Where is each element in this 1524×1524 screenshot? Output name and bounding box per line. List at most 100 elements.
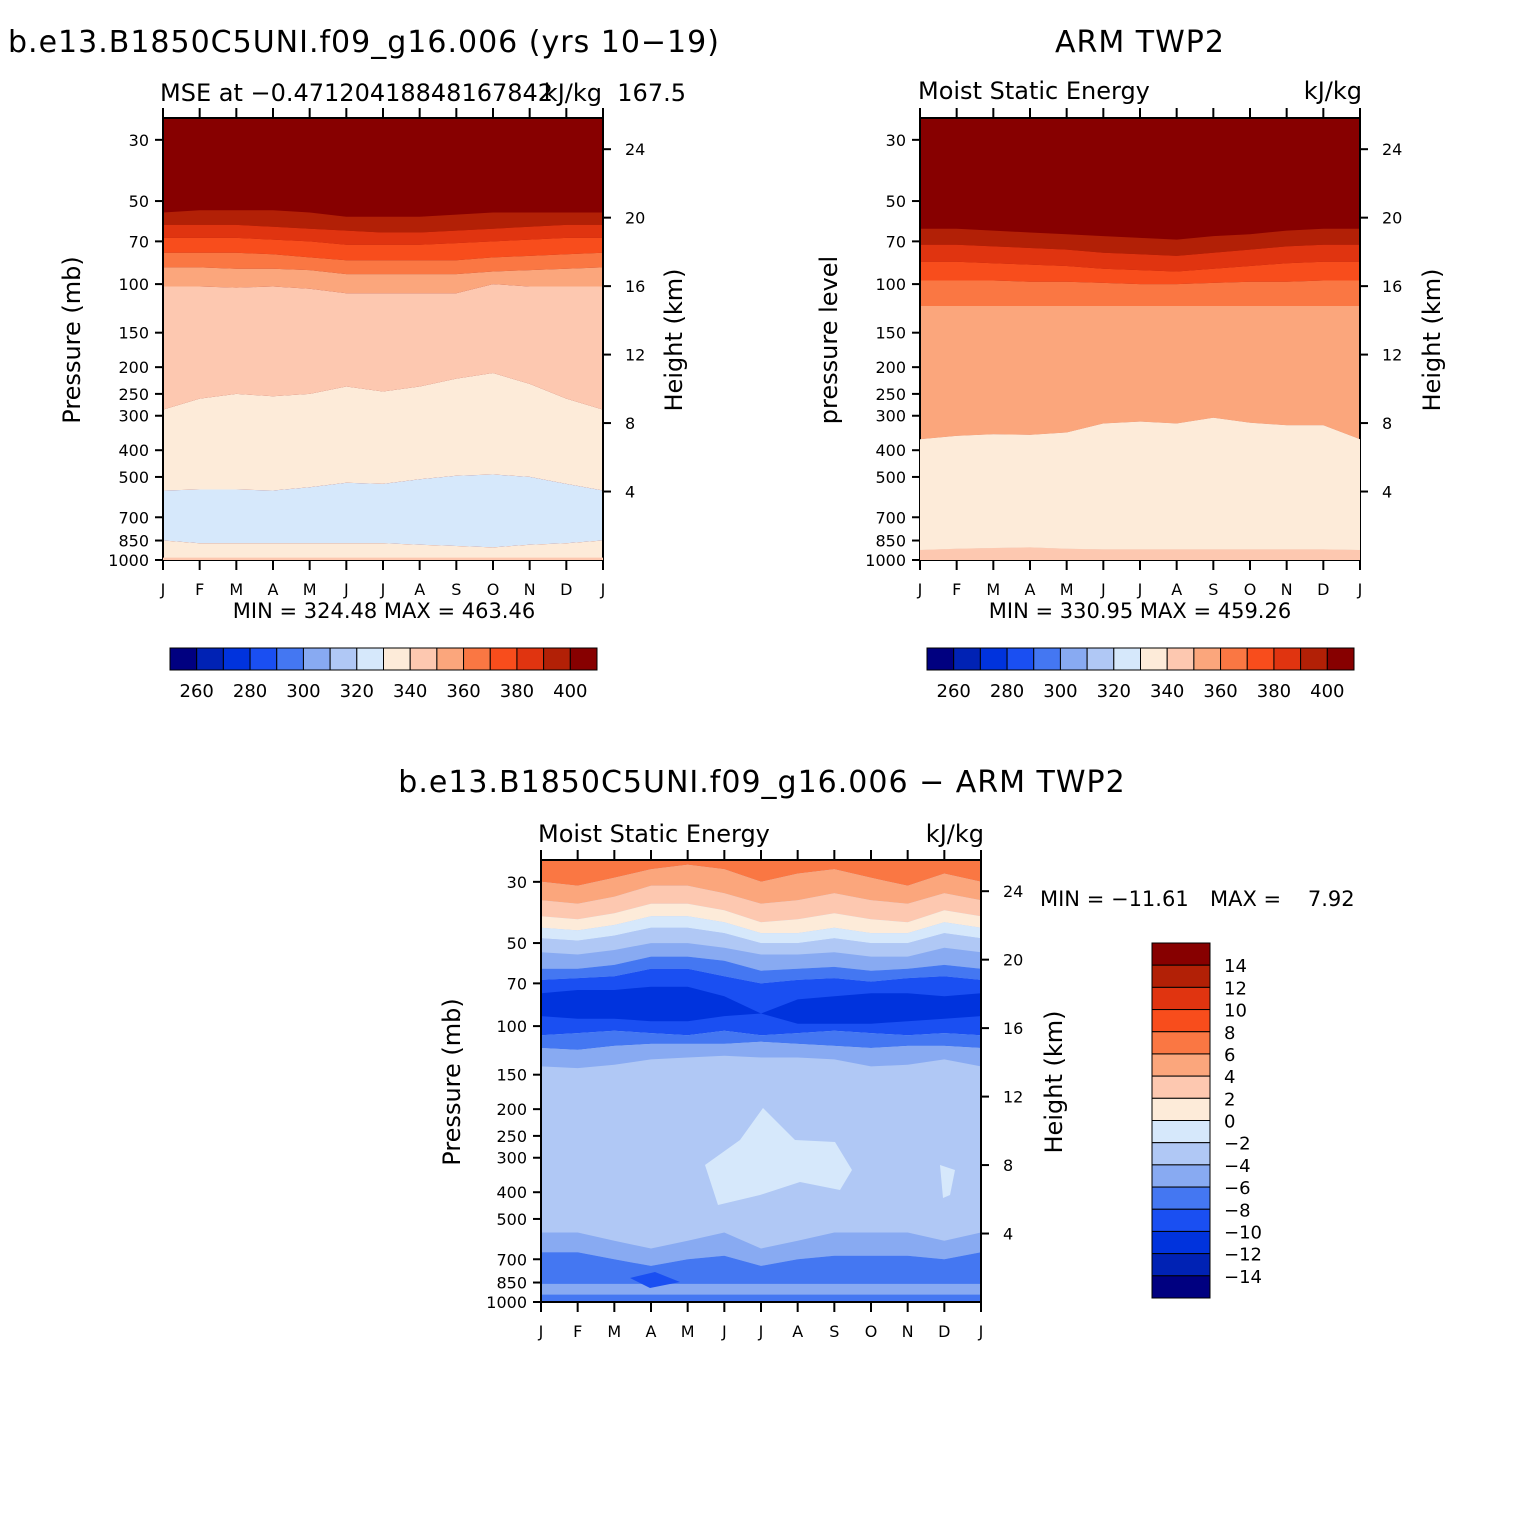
- colorbar-box: [1113, 647, 1141, 671]
- contour-band: [920, 280, 1360, 306]
- y-tick-label: 100: [118, 275, 149, 294]
- contour-band: [541, 903, 981, 934]
- y-tick-label: 50: [886, 192, 906, 211]
- contour-band: [163, 540, 603, 560]
- colorbar-label: 380: [1257, 681, 1291, 702]
- colorbar-box: [409, 647, 438, 671]
- y-tick-label: 400: [118, 441, 149, 460]
- y-tick-label: 500: [875, 468, 906, 487]
- x-tick-label: F: [195, 580, 204, 599]
- colorbar-label: 10: [1224, 1001, 1247, 1022]
- height-tick-label: 16: [1003, 1019, 1023, 1038]
- colorbar-box: [1151, 1208, 1211, 1232]
- y-tick-label: 850: [496, 1274, 527, 1293]
- colorbar-box: [463, 647, 491, 671]
- contour-band: [920, 261, 1360, 285]
- x-tick-label: J: [343, 580, 349, 599]
- height-tick-label: 12: [1382, 346, 1402, 365]
- colorbar-box: [302, 647, 331, 671]
- panel-diff: b.e13.B1850C5UNI.f09_g16.006 − ARM TWP2 …: [398, 765, 1354, 1341]
- x-tick-label: A: [414, 580, 425, 599]
- panel-diff-title: b.e13.B1850C5UNI.f09_g16.006 − ARM TWP2: [398, 765, 1125, 800]
- colorbar-label: 300: [286, 681, 320, 702]
- y-tick-label: 300: [875, 407, 906, 426]
- colorbar-label: 8: [1224, 1023, 1235, 1044]
- colorbar-label: 0: [1224, 1112, 1235, 1133]
- contour-band: [541, 1030, 981, 1050]
- colorbar-label: 4: [1224, 1067, 1235, 1088]
- y-tick-label: 70: [129, 232, 149, 251]
- y-tick-label: 250: [875, 385, 906, 404]
- colorbar-label: −14: [1224, 1267, 1262, 1288]
- panel-diff-left-string: Moist Static Energy: [538, 820, 770, 848]
- x-tick-label: M: [1060, 580, 1074, 599]
- y-tick-label: 850: [875, 532, 906, 551]
- y-tick-label: 70: [507, 974, 527, 993]
- colorbar-box: [489, 647, 518, 671]
- y-tick-label: 250: [118, 385, 149, 404]
- height-tick-label: 20: [1382, 209, 1402, 228]
- panel-diff-ylabel-right: Height (km): [1040, 1011, 1068, 1154]
- y-tick-label: 50: [129, 192, 149, 211]
- x-tick-label: J: [1357, 580, 1363, 599]
- contour-band: [541, 943, 981, 971]
- colorbar-box: [1151, 1031, 1211, 1055]
- panel-model-left-string: MSE at −0.47120418848167842: [160, 79, 553, 107]
- panel-diff-ylabel: Pressure (mb): [438, 998, 466, 1165]
- contour-band: [541, 916, 981, 944]
- colorbar-box: [1220, 647, 1248, 671]
- panel-model-colorbar: 260 280 300 320 340 360 380 400: [169, 647, 598, 702]
- x-tick-label: J: [160, 580, 166, 599]
- y-tick-label: 200: [496, 1100, 527, 1119]
- x-tick-label: M: [303, 580, 317, 599]
- contour-band: [920, 244, 1360, 272]
- x-tick-label: M: [229, 580, 243, 599]
- colorbar-label: 320: [1097, 681, 1131, 702]
- y-tick-label: 100: [496, 1017, 527, 1036]
- colorbar-label: 400: [1310, 681, 1344, 702]
- x-tick-label: M: [681, 1322, 695, 1341]
- x-tick-label: J: [1137, 580, 1143, 599]
- colorbar-label: 12: [1224, 978, 1247, 999]
- colorbar-label: −2: [1224, 1134, 1251, 1155]
- x-tick-label: D: [938, 1322, 950, 1341]
- panel-obs-title: ARM TWP2: [1055, 25, 1225, 60]
- height-tick-label: 8: [1382, 414, 1392, 433]
- contour-patch: [705, 1108, 852, 1205]
- panel-diff-stats-max: MAX = 7.92: [1210, 887, 1355, 911]
- height-tick-label: 16: [1382, 277, 1402, 296]
- x-tick-label: S: [1208, 580, 1218, 599]
- x-tick-label: A: [1025, 580, 1036, 599]
- colorbar-box: [1273, 647, 1302, 671]
- y-tick-label: 700: [875, 508, 906, 527]
- colorbar-box: [1151, 1164, 1211, 1188]
- colorbar-label: 360: [1203, 681, 1237, 702]
- height-tick-label: 24: [625, 140, 645, 159]
- x-tick-label: J: [600, 580, 606, 599]
- colorbar-label: 320: [340, 681, 374, 702]
- panel-obs: ARM TWP2 Moist Static Energy kJ/kg 30 50 7…: [815, 25, 1446, 702]
- colorbar-box: [1151, 986, 1211, 1011]
- colorbar-box: [1151, 1075, 1211, 1099]
- panel-obs-right-string: kJ/kg: [1304, 77, 1362, 105]
- colorbar-box: [1059, 647, 1088, 671]
- y-tick-label: 30: [507, 873, 527, 892]
- x-tick-label: J: [1100, 580, 1106, 599]
- x-tick-label: M: [986, 580, 1000, 599]
- panel-model-ylabel: Pressure (mb): [58, 256, 86, 423]
- colorbar-box: [1151, 1253, 1211, 1277]
- y-tick-label: 1000: [486, 1293, 527, 1312]
- colorbar-box: [1151, 1053, 1211, 1077]
- panel-model-center-string: 167.5: [617, 79, 686, 107]
- x-tick-label: A: [792, 1322, 803, 1341]
- colorbar-box: [1151, 1009, 1211, 1033]
- colorbar-label: 260: [937, 681, 971, 702]
- panel-obs-stats: MIN = 330.95 MAX = 459.26: [989, 599, 1291, 623]
- y-tick-label: 30: [129, 131, 149, 150]
- contour-band: [163, 210, 603, 233]
- x-tick-label: A: [646, 1322, 657, 1341]
- contour-band: [920, 228, 1360, 256]
